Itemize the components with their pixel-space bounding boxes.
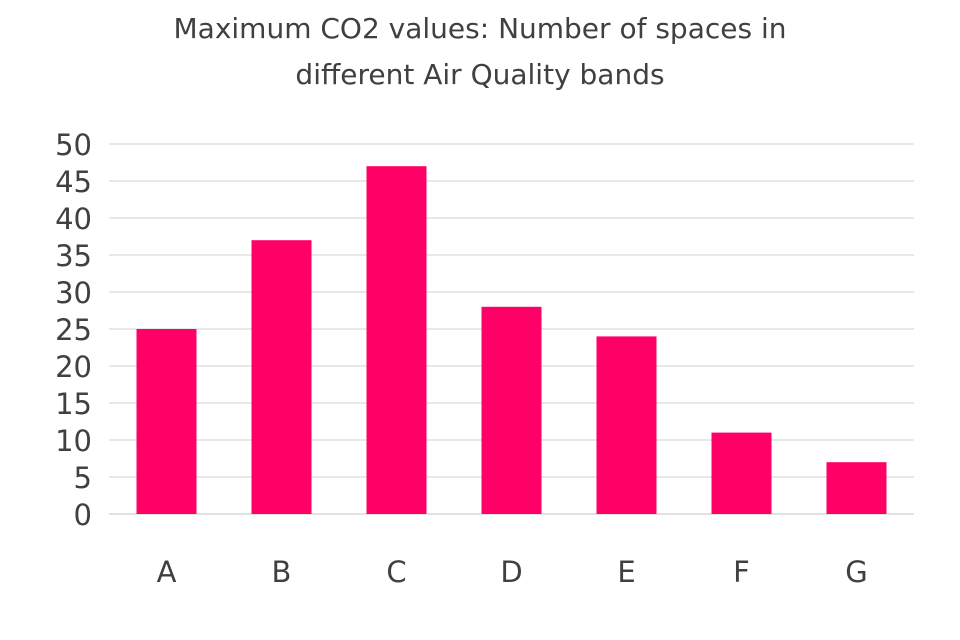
bar-g (826, 462, 887, 514)
x-tick-label-a: A (157, 555, 177, 589)
x-axis-ticks: A B C D E F G (157, 555, 868, 589)
y-tick-label: 30 (55, 276, 92, 310)
x-tick-label-c: C (386, 555, 406, 589)
bar-e (596, 336, 657, 514)
x-tick-label-e: E (617, 555, 635, 589)
y-tick-label: 20 (55, 350, 92, 384)
x-tick-label-d: D (500, 555, 522, 589)
bars (136, 166, 887, 514)
bar-d (481, 306, 542, 514)
y-tick-label: 5 (74, 461, 92, 495)
x-tick-label-f: F (733, 555, 750, 589)
y-tick-label: 50 (55, 128, 92, 162)
bar-c (366, 166, 427, 514)
chart-title: Maximum CO2 values: Number of spaces in … (0, 6, 960, 98)
y-tick-label: 10 (55, 424, 92, 458)
x-tick-label-g: G (845, 555, 867, 589)
bar-f (711, 432, 772, 514)
y-tick-label: 0 (74, 498, 92, 532)
x-tick-label-b: B (272, 555, 292, 589)
bar-a (136, 329, 197, 514)
chart-title-line-1: Maximum CO2 values: Number of spaces in (173, 12, 787, 45)
bar-b (251, 240, 312, 514)
y-tick-label: 15 (55, 387, 92, 421)
chart-title-line-2: different Air Quality bands (295, 58, 665, 91)
gridlines (109, 143, 914, 515)
y-tick-label: 35 (55, 239, 92, 273)
y-tick-label: 25 (55, 313, 92, 347)
y-tick-label: 45 (55, 165, 92, 199)
y-tick-label: 40 (55, 202, 92, 236)
